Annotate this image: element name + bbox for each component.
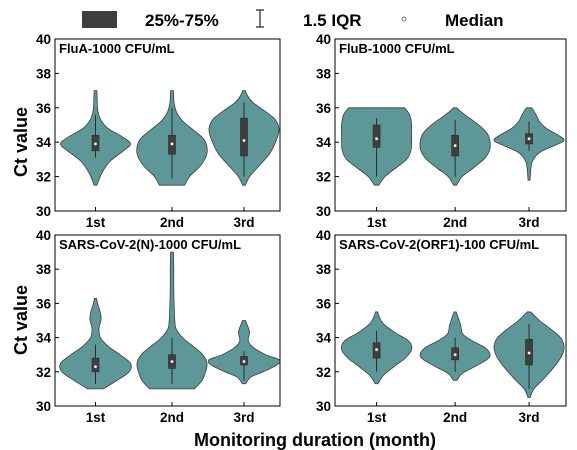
x-tick-label: 2nd: [160, 215, 184, 230]
y-tick-label: 30: [316, 204, 331, 219]
median-dot: [454, 353, 457, 356]
legend: 25%-75% 1.5 IQR Median: [82, 10, 504, 30]
x-tick-label: 1st: [86, 410, 106, 425]
x-tick-label: 1st: [367, 215, 387, 230]
panel-title: SARS-CoV-2(N)-1000 CFU/mL: [59, 237, 241, 252]
y-tick-label: 30: [36, 204, 51, 219]
violin-1st: [60, 91, 130, 186]
violin-3rd: [209, 91, 279, 186]
y-tick-label: 40: [316, 228, 331, 243]
y-tick-label: 36: [316, 296, 332, 311]
median-dot: [375, 348, 378, 351]
x-tick-label: 1st: [367, 410, 387, 425]
median-dot: [454, 144, 457, 147]
violin-1st: [341, 312, 411, 384]
y-tick-label: 32: [316, 170, 331, 185]
median-dot: [94, 365, 97, 368]
y-tick-label: 38: [316, 66, 332, 81]
y-tick-label: 30: [316, 399, 331, 414]
x-tick-label: 1st: [86, 215, 106, 230]
y-tick-label: 38: [316, 262, 332, 277]
median-dot: [527, 137, 530, 140]
median-dot: [375, 137, 378, 140]
y-tick-label: 38: [36, 66, 52, 81]
y-tick-label: 36: [316, 101, 332, 116]
x-axis-title: Monitoring duration (month): [194, 430, 436, 450]
y-tick-label: 32: [36, 170, 51, 185]
y-axis-title-bottom: Ct value: [11, 285, 31, 355]
panel-4: SARS-CoV-2(ORF1)-100 CFU/mL 30 32 34 36 38 40 1…: [316, 228, 566, 425]
panel-title: FluB-1000 CFU/mL: [339, 41, 455, 56]
y-tick-label: 38: [36, 262, 52, 277]
x-tick-label: 3rd: [519, 410, 540, 425]
y-tick-label: 36: [36, 101, 52, 116]
y-tick-label: 34: [316, 331, 332, 346]
y-tick-label: 34: [316, 135, 332, 150]
violin-2nd: [137, 91, 208, 186]
y-tick-label: 34: [36, 331, 52, 346]
iqr-box: [241, 118, 248, 156]
panel-3: SARS-CoV-2(N)-1000 CFU/mL 30 32 34 36 38 40 1st…: [36, 228, 280, 425]
x-tick-label: 3rd: [233, 410, 254, 425]
violin-2nd: [137, 252, 207, 389]
violin-2nd: [420, 312, 490, 380]
violin-1st: [341, 108, 411, 185]
violin-3rd: [208, 321, 280, 384]
y-axis-title-top: Ct value: [11, 107, 31, 177]
violin-1st: [60, 298, 132, 389]
legend-range-icon: [256, 10, 264, 27]
median-dot: [94, 142, 97, 145]
y-tick-label: 32: [36, 365, 51, 380]
y-tick-label: 40: [36, 228, 51, 243]
x-tick-label: 2nd: [160, 410, 184, 425]
median-dot: [170, 360, 173, 363]
median-dot: [527, 351, 530, 354]
x-tick-label: 2nd: [443, 410, 467, 425]
legend-range-label: 1.5 IQR: [303, 11, 362, 30]
legend-median-label: Median: [445, 11, 504, 30]
y-tick-label: 32: [316, 365, 331, 380]
x-tick-label: 3rd: [233, 215, 254, 230]
panel-1: FluA-1000 CFU/mL 30 32 34 36 38 40 1st 2nd 3rd: [36, 32, 280, 230]
panel-title: FluA-1000 CFU/mL: [59, 41, 175, 56]
legend-box-label: 25%-75%: [145, 11, 219, 30]
median-dot: [242, 360, 245, 363]
panel-2: FluB-1000 CFU/mL 30 32 34 36 38 40 1st 2nd 3rd: [316, 32, 566, 230]
y-tick-label: 34: [36, 135, 52, 150]
median-dot: [170, 142, 173, 145]
x-tick-label: 3rd: [519, 215, 540, 230]
panel-title: SARS-CoV-2(ORF1)-100 CFU/mL: [339, 237, 539, 252]
y-tick-label: 40: [316, 32, 331, 47]
y-tick-label: 30: [36, 399, 51, 414]
legend-median-dot: [402, 17, 406, 21]
violin-3rd: [494, 108, 564, 180]
violin-3rd: [494, 312, 564, 398]
median-dot: [242, 139, 245, 142]
y-tick-label: 36: [36, 296, 52, 311]
x-tick-label: 2nd: [443, 215, 467, 230]
y-tick-label: 40: [36, 32, 51, 47]
violin-2nd: [420, 108, 490, 185]
iqr-box: [373, 125, 380, 147]
legend-box-swatch: [82, 11, 117, 28]
